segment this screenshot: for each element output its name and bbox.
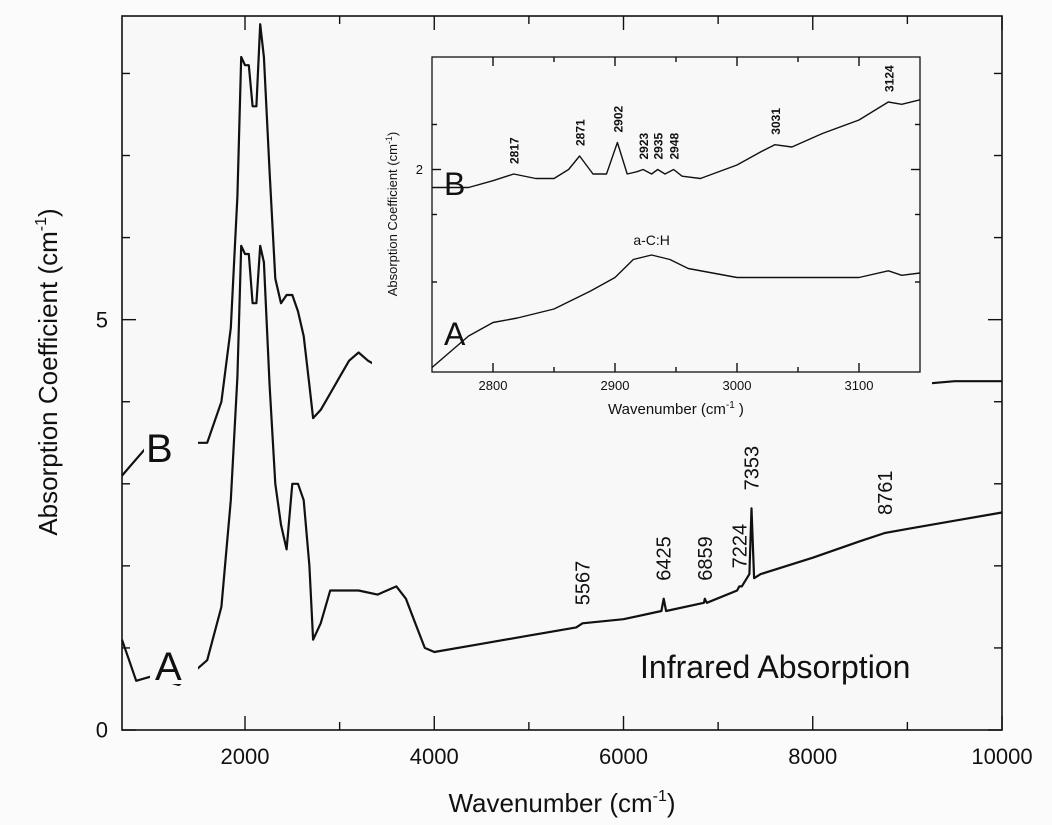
main-peak-label: 7224 [729, 524, 751, 569]
inset-series-a-line [431, 254, 921, 369]
main-x-tick-labels: 2000 4000 6000 8000 10000 [221, 744, 1033, 769]
main-peak-labels: 5567 6425 6859 7224 7353 8761 [573, 446, 897, 605]
inset-peak-labels: 2817 2871 2902 2923 2935 2948 3031 3124 [508, 65, 897, 164]
main-x-tick-label: 2000 [221, 744, 270, 769]
inset-peak-label: 3031 [769, 108, 783, 135]
main-x-tick-label: 10000 [971, 744, 1032, 769]
inset-x-tick-label: 3000 [723, 378, 752, 393]
main-annotation: Infrared Absorption [640, 649, 910, 685]
inset-series-b-letter: B [444, 166, 465, 202]
main-y-axis-title: Absorption Coefficient (cm-1) [33, 208, 63, 535]
main-x-tick-label: 4000 [410, 744, 459, 769]
main-axis-ticks [122, 16, 1003, 731]
main-y-tick-label: 0 [96, 718, 108, 743]
inset-peak-label: 2871 [574, 119, 588, 146]
main-x-tick-label: 6000 [599, 744, 648, 769]
main-series-a-line [120, 244, 1003, 687]
inset-y-tick-labels: 2 [416, 162, 423, 177]
main-y-tick-label: 5 [96, 307, 108, 332]
main-x-tick-label: 8000 [788, 744, 837, 769]
inset-x-tick-label: 2800 [479, 378, 508, 393]
series-a-label-bg [150, 628, 198, 684]
main-peak-label: 5567 [573, 561, 595, 606]
series-b-letter: B [146, 427, 173, 471]
inset-x-tick-label: 2900 [601, 378, 630, 393]
inset-y-axis-title: Absorption Coefficient (cm-1) [384, 132, 400, 297]
inset-x-tick-label: 3100 [845, 378, 874, 393]
inset-y-tick-label: 2 [416, 162, 423, 177]
main-peak-label: 7353 [742, 446, 764, 491]
inset-x-tick-labels: 2800 2900 3000 3100 [479, 378, 874, 393]
inset-series [431, 99, 921, 369]
inset-peak-label: 2817 [508, 137, 522, 164]
inset-peak-label: 2935 [652, 132, 666, 159]
main-peak-label: 6859 [695, 536, 717, 581]
series-b-label-bg [144, 404, 198, 468]
main-peak-label: 8761 [875, 471, 897, 516]
inset-annotation: a-C:H [633, 232, 670, 248]
inset-peak-label: 2923 [637, 132, 651, 159]
inset-x-axis-title: Wavenumber (cm-1 ) [608, 400, 744, 418]
main-peak-label: 6425 [654, 536, 676, 581]
inset-peak-label: 3124 [882, 65, 896, 92]
inset-peak-label: 2902 [611, 105, 625, 132]
inset-axis-ticks [432, 57, 920, 372]
inset-series-a-letter: A [444, 316, 466, 352]
main-x-axis-title: Wavenumber (cm-1) [448, 788, 675, 818]
main-y-tick-labels: 05 [96, 307, 108, 742]
series-a-letter: A [155, 645, 182, 689]
inset-plot-frame [431, 56, 921, 373]
inset-series-b-line [432, 99, 921, 189]
inset-peak-label: 2948 [668, 132, 682, 159]
